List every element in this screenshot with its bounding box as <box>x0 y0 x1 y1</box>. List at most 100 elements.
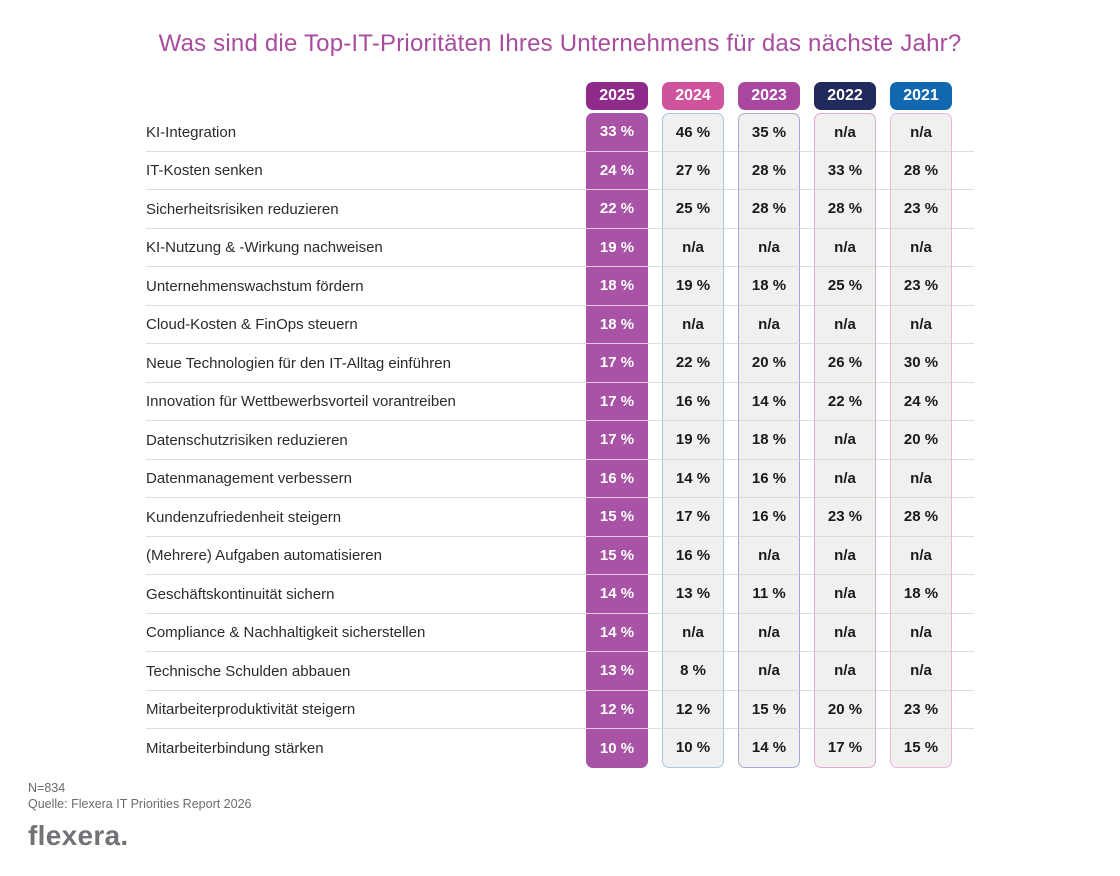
value-cell-2023: 16 % <box>738 498 800 537</box>
value-cell-2022: n/a <box>814 421 876 460</box>
value-cell-2022: 26 % <box>814 344 876 383</box>
value-cell-2022: n/a <box>814 305 876 344</box>
value-cell-2023: n/a <box>738 613 800 652</box>
source-note: Quelle: Flexera IT Priorities Report 202… <box>28 797 252 812</box>
value-cell-2024: 8 % <box>662 652 724 691</box>
value-cell-2025: 10 % <box>586 729 648 768</box>
sample-size-note: N=834 <box>28 780 66 795</box>
value-cell-2025: 24 % <box>586 151 648 190</box>
value-cell-2022: 25 % <box>814 267 876 306</box>
value-cell-2021: 28 % <box>890 151 952 190</box>
value-cell-2023: n/a <box>738 228 800 267</box>
value-cell-2022: 22 % <box>814 382 876 421</box>
value-cell-2021: 23 % <box>890 690 952 729</box>
value-cell-2025: 13 % <box>586 652 648 691</box>
table-row: Compliance & Nachhaltigkeit sicherstelle… <box>146 613 974 652</box>
value-cell-2025: 17 % <box>586 382 648 421</box>
value-cell-2024: 19 % <box>662 267 724 306</box>
value-cell-2024: 16 % <box>662 536 724 575</box>
value-cell-2023: n/a <box>738 536 800 575</box>
value-cell-2021: n/a <box>890 536 952 575</box>
value-cell-2024: 46 % <box>662 113 724 152</box>
table-row: Cloud-Kosten & FinOps steuern 18 % n/a n/a n… <box>146 305 974 344</box>
value-cell-2022: n/a <box>814 536 876 575</box>
priority-label: Unternehmenswachstum fördern <box>146 277 364 295</box>
value-cell-2024: n/a <box>662 613 724 652</box>
priority-label: Compliance & Nachhaltigkeit sicherstelle… <box>146 624 426 642</box>
year-chip-2025: 2025 <box>586 82 648 110</box>
value-cell-2025: 16 % <box>586 459 648 498</box>
value-cell-2022: 17 % <box>814 729 876 768</box>
value-cell-2021: 18 % <box>890 575 952 614</box>
value-cell-2023: 18 % <box>738 267 800 306</box>
table-row: Datenschutzrisiken reduzieren 17 % 19 % 18 … <box>146 421 974 460</box>
value-cell-2023: n/a <box>738 305 800 344</box>
value-cell-2023: 35 % <box>738 113 800 152</box>
value-cell-2023: 14 % <box>738 729 800 768</box>
priority-label: Geschäftskontinuität sichern <box>146 585 335 603</box>
table-row: KI-Integration 33 % 46 % 35 % n/a n/a <box>146 113 974 152</box>
table-row: KI-Nutzung & -Wirkung nachweisen 19 % n/a n… <box>146 228 974 267</box>
year-header-row: 2025 2024 2023 2022 2021 <box>146 82 966 110</box>
value-cell-2023: 15 % <box>738 690 800 729</box>
year-chip-2024: 2024 <box>662 82 724 110</box>
value-cell-2022: n/a <box>814 613 876 652</box>
value-cell-2021: n/a <box>890 305 952 344</box>
value-cell-2025: 17 % <box>586 344 648 383</box>
value-cell-2022: 20 % <box>814 690 876 729</box>
value-cell-2021: n/a <box>890 113 952 152</box>
value-cell-2025: 18 % <box>586 267 648 306</box>
value-cell-2023: 14 % <box>738 382 800 421</box>
value-cell-2023: 28 % <box>738 190 800 229</box>
footer: N=834 Quelle: Flexera IT Priorities Repo… <box>28 780 1120 853</box>
priority-label: KI-Nutzung & -Wirkung nachweisen <box>146 239 383 257</box>
priorities-table: 2025 2024 2023 2022 2021 KI-Integration 33 % 4… <box>146 82 974 768</box>
value-cell-2021: n/a <box>890 228 952 267</box>
value-cell-2021: 30 % <box>890 344 952 383</box>
priority-label: Kundenzufriedenheit steigern <box>146 508 342 526</box>
value-cell-2025: 18 % <box>586 305 648 344</box>
table-row: Neue Technologien für den IT-Alltag einf… <box>146 344 974 383</box>
value-cell-2022: 28 % <box>814 190 876 229</box>
value-cell-2021: 15 % <box>890 729 952 768</box>
table-row: Kundenzufriedenheit steigern 15 % 17 % 16 %… <box>146 498 974 537</box>
priority-label: Mitarbeiterbindung stärken <box>146 739 324 757</box>
value-cell-2023: n/a <box>738 652 800 691</box>
table-row: IT-Kosten senken 24 % 27 % 28 % 33 % 28 % <box>146 151 974 190</box>
flexera-logo: flexera. <box>28 820 129 852</box>
value-cell-2024: 14 % <box>662 459 724 498</box>
table-row: Sicherheitsrisiken reduzieren 22 % 25 % 28 … <box>146 190 974 229</box>
value-cell-2024: 12 % <box>662 690 724 729</box>
value-cell-2021: n/a <box>890 652 952 691</box>
value-cell-2025: 19 % <box>586 228 648 267</box>
priority-label: Neue Technologien für den IT-Alltag einf… <box>146 354 451 372</box>
header-spacer <box>146 82 572 110</box>
value-cell-2024: 25 % <box>662 190 724 229</box>
value-cell-2024: n/a <box>662 305 724 344</box>
year-chip-2021: 2021 <box>890 82 952 110</box>
table-row: Technische Schulden abbauen 13 % 8 % n/a n/a… <box>146 652 974 691</box>
value-cell-2025: 14 % <box>586 575 648 614</box>
value-cell-2023: 28 % <box>738 151 800 190</box>
year-chip-2022: 2022 <box>814 82 876 110</box>
value-cell-2021: 23 % <box>890 267 952 306</box>
value-cell-2021: n/a <box>890 459 952 498</box>
value-cell-2025: 15 % <box>586 498 648 537</box>
value-cell-2021: 23 % <box>890 190 952 229</box>
value-cell-2021: 28 % <box>890 498 952 537</box>
value-cell-2025: 33 % <box>586 113 648 152</box>
value-cell-2024: n/a <box>662 228 724 267</box>
value-cell-2025: 14 % <box>586 613 648 652</box>
value-cell-2022: n/a <box>814 113 876 152</box>
table-row: Mitarbeiterbindung stärken 10 % 10 % 14 % 17… <box>146 729 966 768</box>
value-cell-2021: n/a <box>890 613 952 652</box>
value-cell-2022: 33 % <box>814 151 876 190</box>
value-cell-2022: n/a <box>814 228 876 267</box>
value-cell-2024: 10 % <box>662 729 724 768</box>
value-cell-2025: 15 % <box>586 536 648 575</box>
value-cell-2024: 16 % <box>662 382 724 421</box>
value-cell-2025: 17 % <box>586 421 648 460</box>
value-cell-2025: 22 % <box>586 190 648 229</box>
table-row: Innovation für Wettbewerbsvorteil vorant… <box>146 382 974 421</box>
priority-label: Datenschutzrisiken reduzieren <box>146 431 348 449</box>
